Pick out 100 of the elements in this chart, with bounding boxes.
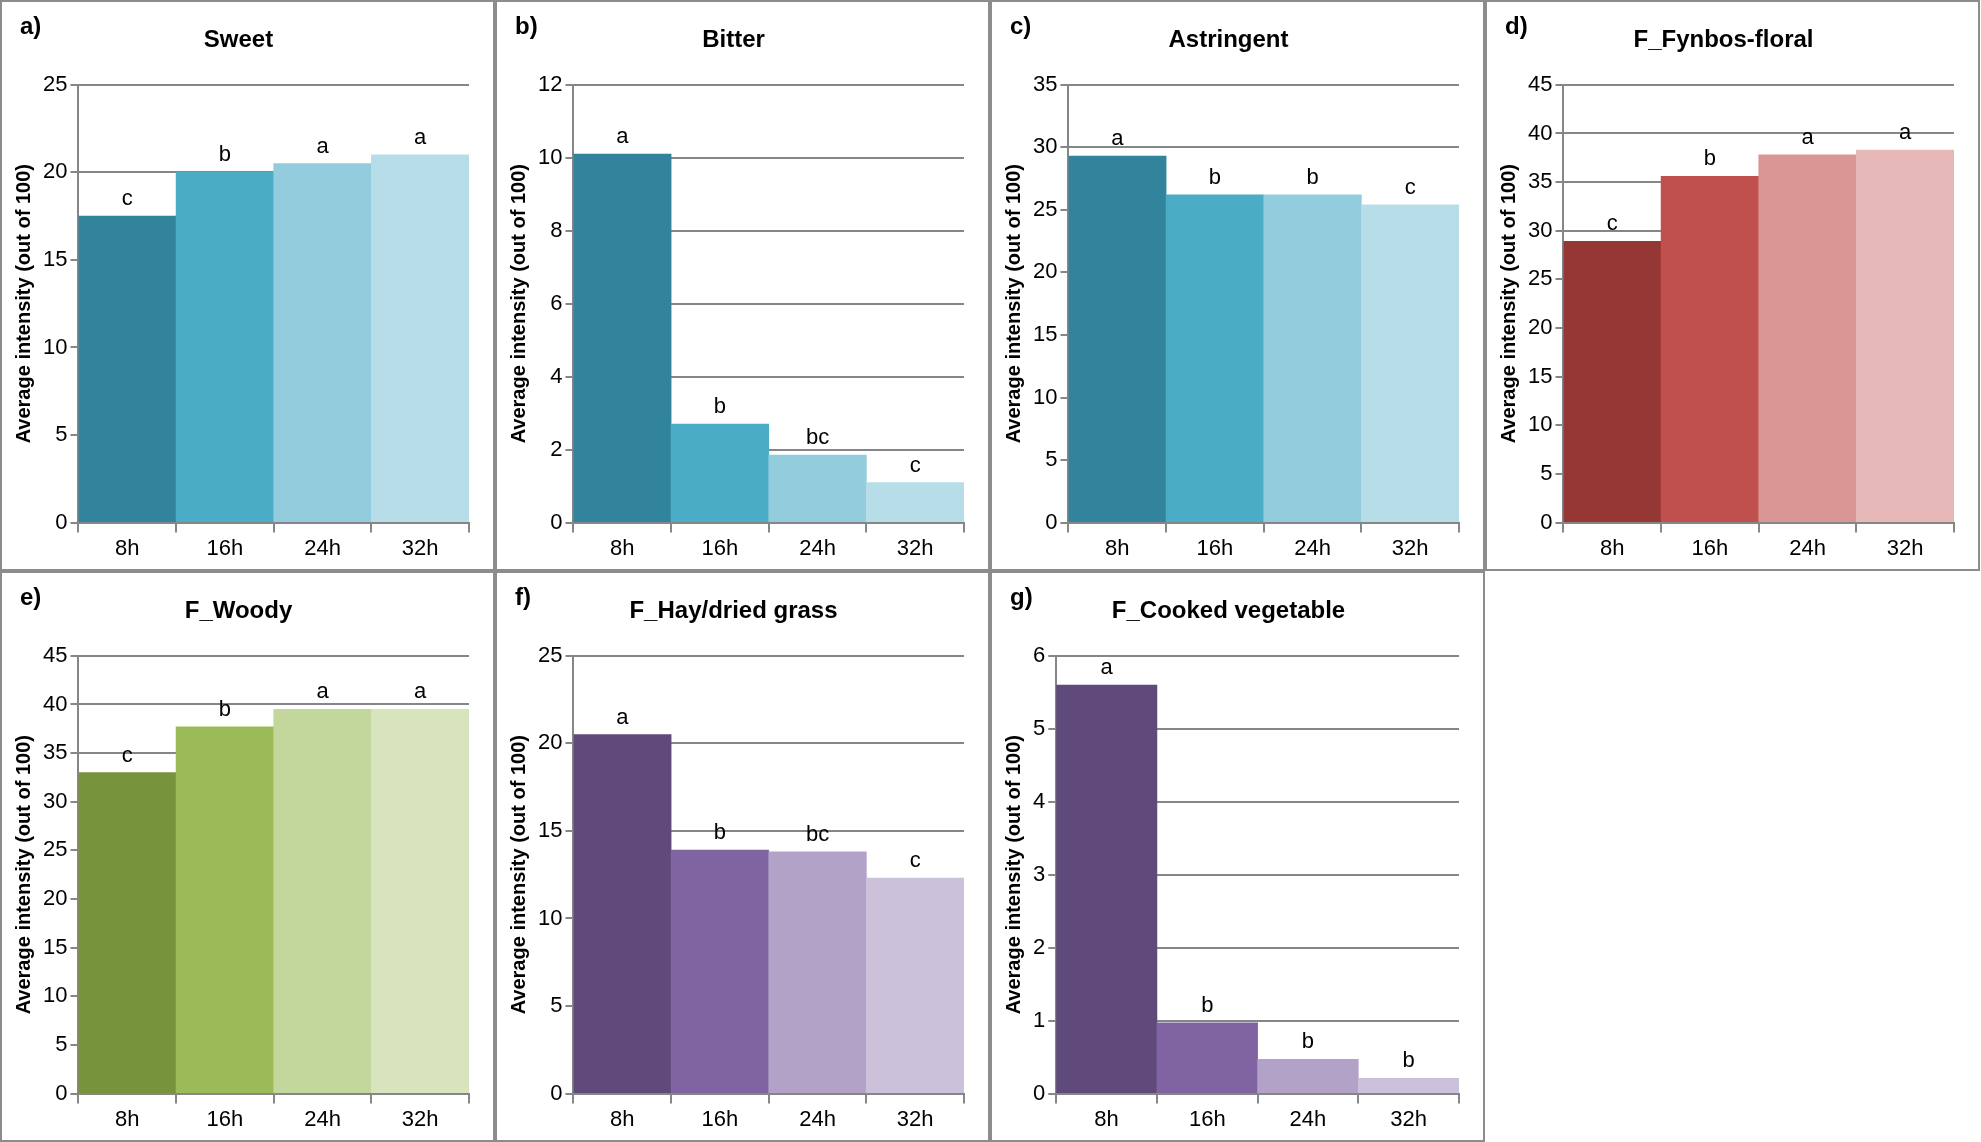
x-tick-label: 8h (610, 1105, 635, 1131)
y-tick-label: 20 (1527, 314, 1553, 340)
y-axis-title: Average intensity (out of 100) (11, 735, 34, 1015)
data-label: c (121, 741, 133, 767)
x-tick-label: 32h (896, 1105, 934, 1131)
data-label: a (1801, 123, 1815, 149)
y-tick-label: 20 (42, 158, 68, 184)
y-tick-label: 0 (550, 1079, 563, 1105)
y-tick-label: 45 (1527, 70, 1553, 96)
chart-title: F_Fynbos-floral (1633, 25, 1814, 53)
x-tick-label: 24h (1789, 534, 1826, 560)
x-tick-label: 8h (115, 1105, 140, 1131)
y-tick-label: 35 (1527, 168, 1553, 194)
y-tick-label: 20 (42, 885, 68, 911)
bar (1563, 241, 1662, 522)
x-tick-label: 16h (206, 1105, 244, 1131)
data-label: a (316, 132, 330, 158)
data-label: b (1402, 1047, 1415, 1073)
bar (273, 163, 372, 522)
data-label: c (1404, 173, 1416, 199)
y-axis-title: Average intensity (out of 100) (506, 164, 529, 444)
x-tick-label: 16h (701, 534, 739, 560)
data-label: b (1208, 163, 1222, 189)
y-tick-label: 15 (1527, 362, 1553, 388)
y-tick-label: 5 (550, 992, 563, 1018)
x-tick-label: 24h (1289, 1105, 1327, 1131)
x-tick-label: 32h (896, 534, 934, 560)
bar (1758, 154, 1857, 522)
x-tick-label: 32h (1886, 534, 1924, 560)
bar (1357, 1077, 1459, 1093)
y-tick-label: 4 (550, 362, 563, 388)
x-tick-label: 16h (1188, 1105, 1226, 1131)
bar (866, 482, 964, 522)
x-tick-label: 24h (1294, 534, 1331, 560)
y-axis-title: Average intensity (out of 100) (1001, 164, 1024, 444)
y-tick-label: 15 (42, 933, 68, 959)
y-tick-label: 15 (537, 816, 563, 842)
text: g) (1010, 583, 1033, 611)
y-tick-label: 3 (1032, 860, 1046, 886)
data-label: b (218, 141, 232, 167)
chart-title: F_Hay/dried grass (629, 596, 838, 624)
bar (866, 877, 964, 1093)
y-tick-label: 0 (55, 1079, 68, 1105)
y-tick-label: 0 (550, 508, 563, 534)
chart-title: Bitter (702, 25, 765, 53)
x-tick-label: 16h (206, 534, 244, 560)
x-tick-label: 32h (401, 1105, 439, 1131)
y-tick-label: 1 (1032, 1006, 1046, 1032)
x-tick-label: 16h (701, 1105, 739, 1131)
text: d) (1505, 12, 1528, 40)
y-tick-label: 5 (55, 1031, 68, 1057)
data-label: b (713, 819, 727, 845)
x-tick-label: 24h (304, 534, 341, 560)
x-tick-label: 24h (304, 1105, 341, 1131)
y-tick-label: 25 (42, 836, 68, 862)
data-label: a (616, 703, 630, 729)
bar (670, 849, 770, 1093)
bar (573, 153, 672, 522)
y-tick-label: 4 (1032, 787, 1046, 813)
data-label: b (1306, 163, 1319, 189)
y-axis-title: Average intensity (out of 100) (11, 164, 34, 444)
data-label: a (316, 678, 330, 704)
bar (78, 215, 177, 522)
data-label: a (1111, 125, 1125, 151)
bar (1156, 1022, 1258, 1093)
bar (1257, 1058, 1359, 1093)
y-tick-label: 25 (1032, 195, 1058, 221)
chart-title: F_Woody (184, 596, 293, 624)
y-tick-label: 20 (537, 729, 563, 755)
bar (1660, 175, 1760, 522)
y-tick-label: 15 (1032, 321, 1058, 347)
bar (1068, 155, 1167, 522)
x-tick-label: 16h (1196, 534, 1234, 560)
bar (1056, 684, 1158, 1093)
text: c) (1010, 12, 1032, 40)
y-tick-label: 25 (1527, 265, 1553, 291)
bar (1165, 194, 1265, 522)
chart-title: Sweet (203, 25, 274, 53)
data-label: b (1703, 145, 1717, 171)
x-tick-label: 16h (1691, 534, 1729, 560)
y-tick-label: 30 (1527, 216, 1553, 242)
data-label: c (121, 185, 133, 211)
data-label: a (414, 123, 428, 149)
data-label: c (909, 847, 921, 873)
text: e) (20, 583, 42, 611)
data-label: b (1301, 1028, 1315, 1054)
y-tick-label: 0 (1540, 508, 1553, 534)
y-tick-label: 10 (1032, 383, 1058, 409)
y-tick-label: 30 (42, 787, 68, 813)
y-axis-title: Average intensity (out of 100) (1001, 735, 1024, 1015)
y-tick-label: 25 (42, 70, 68, 96)
data-label: b (1201, 991, 1214, 1017)
y-tick-label: 6 (550, 289, 563, 315)
y-tick-label: 0 (1032, 1079, 1046, 1105)
bar (768, 454, 867, 522)
text: f) (515, 583, 531, 611)
y-tick-label: 40 (42, 690, 68, 716)
y-axis-title: Average intensity (out of 100) (506, 735, 529, 1015)
bar (175, 172, 275, 522)
bar (768, 851, 867, 1093)
